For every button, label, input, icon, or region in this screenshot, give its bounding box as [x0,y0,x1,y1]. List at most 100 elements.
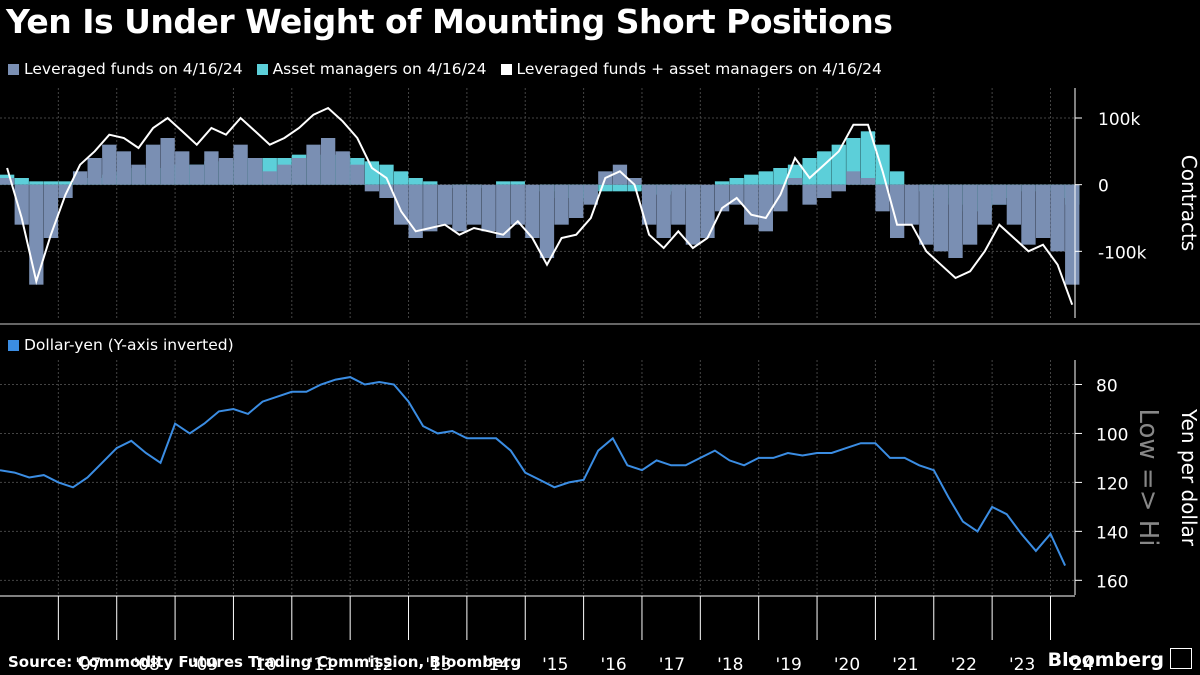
leveraged-funds-bar [583,184,598,205]
legend-swatch-usdjpy [8,339,19,351]
legend-label-leveraged: Leveraged funds on 4/16/24 [24,60,243,78]
leveraged-funds-bar [14,184,29,225]
leveraged-funds-bar [350,164,365,185]
combined-line [6,106,1074,306]
leveraged-funds-bar [846,171,861,185]
leveraged-funds-bar [817,184,832,198]
leveraged-funds-bar [204,151,219,185]
leveraged-funds-bar [423,184,438,232]
leveraged-funds-bar [408,184,423,238]
leveraged-funds-bar [525,184,540,238]
asset-managers-bar [758,171,773,185]
asset-managers-bar [29,181,44,185]
leveraged-funds-bar [831,184,846,192]
asset-managers-bar [58,181,73,185]
inverted-axis-annotation: Low => Hi [1133,408,1163,546]
legend-label-asset: Asset managers on 4/16/24 [272,60,487,78]
positions-plot [0,106,1080,306]
legend-item-usdjpy: Dollar-yen (Y-axis inverted) [8,336,234,354]
leveraged-funds-bar [904,184,919,225]
leveraged-funds-bar [612,164,628,185]
top-legend: Leveraged funds on 4/16/24 Asset manager… [8,60,882,78]
asset-managers-bar [364,161,380,185]
x-tick-label: '16 [600,655,626,675]
leveraged-funds-bar [277,164,292,185]
leveraged-funds-bar [627,178,642,185]
leveraged-funds-bar [1035,184,1051,238]
x-tick-label: '09 [192,655,218,675]
leveraged-funds-bar [335,151,350,185]
leveraged-funds-bar [102,144,117,185]
brand-box-icon [1170,648,1192,669]
x-tick-label: '23 [1009,655,1035,675]
bottom-legend: Dollar-yen (Y-axis inverted) [8,336,234,354]
asset-managers-bar [744,174,759,185]
asset-managers-bar [423,181,438,185]
bottom-y-axis-label: Yen per dollar [1177,408,1200,547]
leveraged-funds-bar [233,144,248,185]
asset-managers-bar [496,181,511,185]
leveraged-funds-bar [481,184,496,232]
usdjpy-line [0,376,1067,567]
leveraged-funds-bar [744,184,759,225]
legend-swatch-asset [256,63,268,75]
chart-title: Yen Is Under Weight of Mounting Short Po… [6,2,893,41]
leveraged-funds-bar [860,178,876,185]
asset-managers-bar [875,144,890,185]
asset-managers-bar [612,184,628,192]
bottom-y-tick-label: 100 [1096,425,1128,445]
asset-managers-bar [729,178,744,185]
x-tick-label: '15 [542,655,568,675]
top-y-tick-label: 100k [1098,110,1140,130]
asset-managers-bar [714,181,730,185]
leveraged-funds-bar [320,138,336,185]
leveraged-funds-bar [933,184,949,252]
source-note: Source: Commodity Futures Trading Commis… [8,653,522,671]
leveraged-funds-bar [496,184,511,238]
x-tick-label: '12 [367,655,393,675]
asset-managers-bar [860,131,876,185]
leveraged-funds-bar [700,184,715,238]
leveraged-funds-bar [87,158,102,185]
x-tick-label: '10 [250,655,276,675]
leveraged-funds-bar [189,164,204,185]
bottom-y-tick-label: 160 [1096,572,1128,592]
leveraged-funds-bar [992,184,1007,205]
leveraged-funds-bar [554,184,569,225]
asset-managers-bar [817,151,832,185]
asset-managers-bar [379,164,394,185]
x-tick-label: '20 [834,655,860,675]
leveraged-funds-bar [685,184,701,245]
leveraged-funds-bar [948,184,963,258]
bottom-y-tick-label: 120 [1096,474,1128,494]
leveraged-funds-bar [1050,184,1065,252]
legend-item-leveraged: Leveraged funds on 4/16/24 [8,60,243,78]
brand-logo: Bloomberg [1047,649,1164,671]
bottom-y-tick-label: 140 [1096,523,1128,543]
leveraged-funds-bar [773,184,788,212]
leveraged-funds-bar [977,184,992,225]
leveraged-funds-bar [29,184,44,285]
legend-swatch-leveraged [8,63,19,75]
leveraged-funds-bar [641,184,657,225]
legend-item-combined: Leveraged funds + asset managers on 4/16… [500,60,882,78]
x-tick-label: '13 [425,655,451,675]
asset-managers-bar [43,181,59,185]
top-y-axis-label: Contracts [1177,155,1200,251]
leveraged-funds-bar [218,158,234,185]
leveraged-funds-bar [160,138,175,185]
leveraged-funds-bar [0,178,15,185]
leveraged-funds-bar [1006,184,1022,225]
legend-label-usdjpy: Dollar-yen (Y-axis inverted) [24,336,234,354]
usdjpy-plot [0,376,1067,567]
leveraged-funds-bar [466,184,482,225]
leveraged-funds-bar [656,184,671,238]
leveraged-funds-bar [248,158,263,185]
leveraged-funds-bar [510,184,525,225]
leveraged-funds-bar [758,184,773,232]
asset-managers-bar [408,178,423,185]
legend-item-asset: Asset managers on 4/16/24 [256,60,487,78]
leveraged-funds-bar [962,184,978,245]
asset-managers-bar [510,181,525,185]
leveraged-funds-bar [43,184,59,238]
